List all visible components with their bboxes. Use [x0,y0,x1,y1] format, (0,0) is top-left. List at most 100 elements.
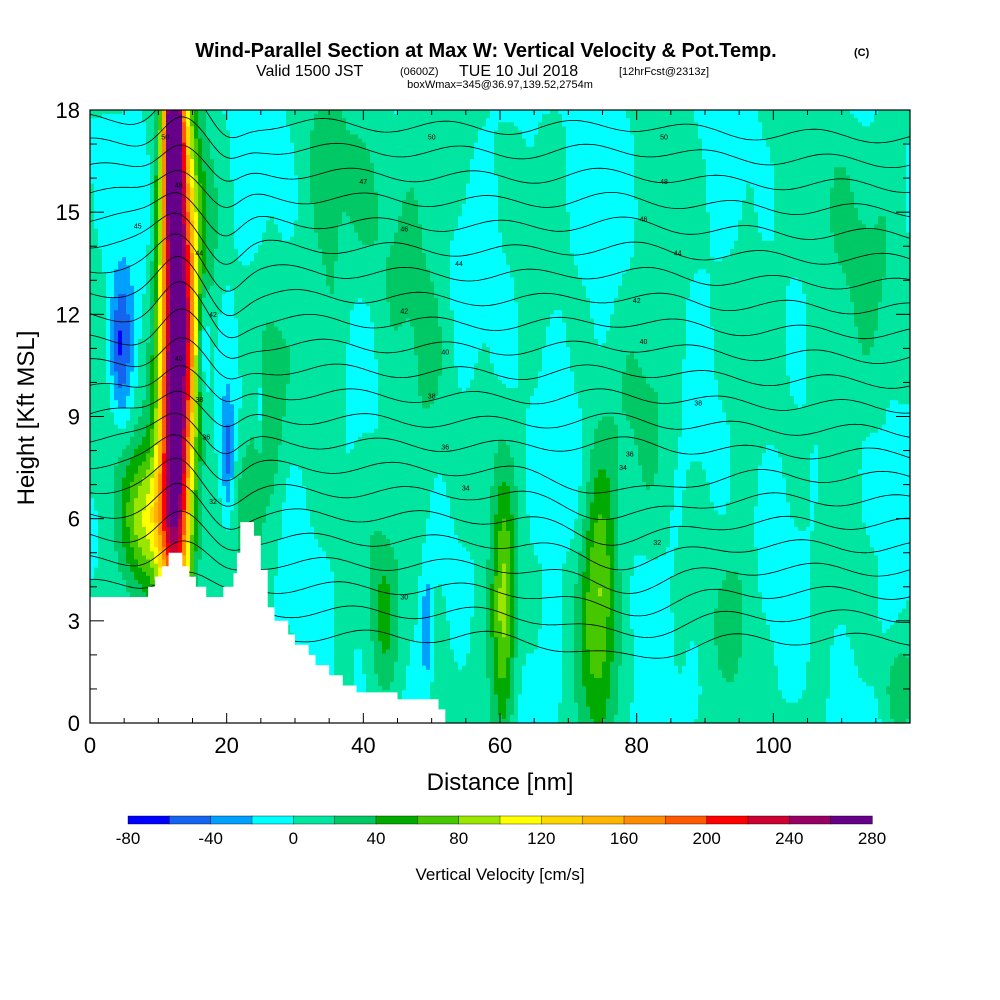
w-cell [154,367,159,373]
w-cell [318,240,339,246]
w-cell [186,216,191,221]
w-cell [186,142,191,148]
w-cell [118,371,127,377]
w-cell [398,563,423,569]
w-cell [742,600,763,606]
w-cell [98,535,115,540]
w-cell [214,269,327,275]
w-cell [858,330,875,336]
w-cell [262,436,283,442]
w-cell [230,146,295,152]
w-cell [154,408,159,414]
w-cell [618,543,671,548]
w-cell [642,473,655,479]
w-cell [494,477,515,483]
w-cell [162,306,167,311]
w-cell [302,469,495,475]
w-cell [474,575,487,581]
w-cell [314,216,343,221]
w-cell [870,347,910,352]
w-cell [190,273,195,279]
w-cell [230,477,235,483]
w-cell [518,592,543,597]
w-cell [290,134,311,140]
w-cell [154,371,159,377]
w-cell [630,420,659,426]
w-cell [582,420,599,426]
w-cell [190,228,195,234]
w-cell [510,584,515,589]
w-cell [518,539,531,544]
w-cell [714,257,723,262]
w-cell [238,351,263,356]
w-cell [202,510,223,516]
w-cell [478,359,491,364]
w-cell [218,224,235,230]
w-cell [622,277,695,283]
w-cell [398,220,419,226]
w-cell [566,134,635,140]
w-cell [198,465,203,471]
w-cell [494,514,515,520]
w-cell [726,575,739,581]
w-cell [418,375,439,381]
w-cell [654,473,675,479]
w-cell [194,436,199,442]
w-cell [154,555,159,561]
w-cell [582,571,591,577]
w-cell [186,236,191,242]
w-cell [110,396,115,401]
w-cell [214,387,227,393]
w-cell [634,195,707,201]
w-cell [162,379,167,385]
w-cell [538,629,563,634]
w-cell [786,289,803,295]
w-cell [626,110,695,115]
w-cell [514,600,519,606]
w-cell [346,424,379,430]
w-cell [162,485,167,491]
w-cell [186,383,191,389]
w-cell [794,400,807,405]
w-cell [518,502,527,508]
w-cell [546,342,567,348]
w-cell [526,494,579,499]
w-cell [434,285,451,291]
w-cell [150,265,155,270]
w-cell [262,416,283,422]
w-cell [234,477,239,483]
w-cell [206,114,227,119]
w-cell [230,154,295,160]
w-cell [134,575,151,581]
w-cell [794,518,811,524]
w-cell [166,420,171,426]
w-cell [162,436,167,442]
w-cell [418,596,423,601]
w-cell [718,383,791,389]
w-cell [286,114,315,119]
w-cell [126,514,135,520]
w-cell [810,485,819,491]
w-cell [510,453,527,458]
w-cell [162,461,167,467]
w-cell [190,477,195,483]
w-cell [326,555,371,561]
w-cell [786,293,807,299]
w-cell [266,220,275,226]
w-cell [134,526,147,532]
w-cell [166,191,183,197]
w-cell [198,138,203,144]
w-cell [154,432,159,438]
w-cell [618,436,635,442]
w-cell [846,167,907,172]
w-cell [570,224,635,230]
w-cell [294,163,311,168]
w-cell [222,473,235,479]
w-cell [862,461,910,467]
w-cell [114,502,123,508]
w-cell [190,351,195,356]
w-cell [202,522,223,528]
w-cell [594,535,607,540]
w-cell [742,608,763,614]
w-cell [678,543,755,548]
